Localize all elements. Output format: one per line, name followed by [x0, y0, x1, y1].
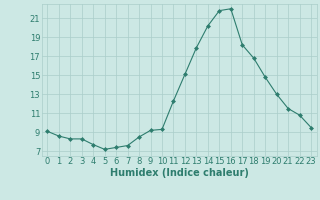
X-axis label: Humidex (Indice chaleur): Humidex (Indice chaleur) — [110, 168, 249, 178]
